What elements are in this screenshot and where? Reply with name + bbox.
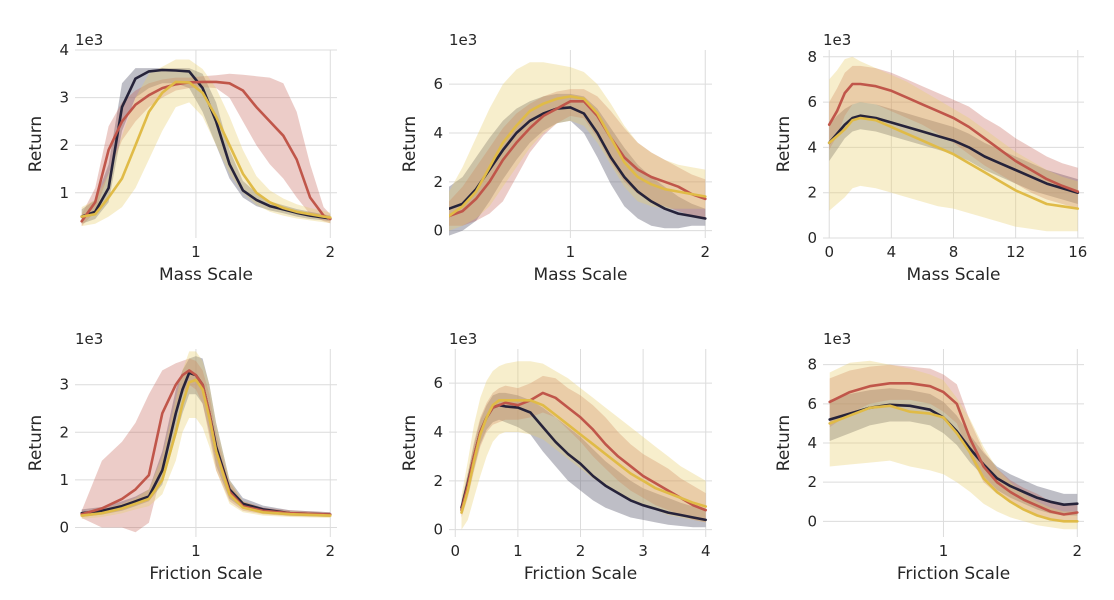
y-offset-label: 1e3 [823, 330, 851, 348]
x-axis-label: Mass Scale [907, 265, 1001, 285]
y-axis-label: Return [400, 116, 420, 172]
x-tick-label: 1 [191, 542, 201, 560]
y-offset-label: 1e3 [75, 31, 103, 49]
x-tick-label: 3 [638, 542, 648, 560]
y-tick-label: 4 [59, 41, 69, 59]
x-tick-label: 12 [1006, 243, 1025, 261]
y-axis-label: Return [774, 116, 794, 172]
confidence-band-series-3 [829, 56, 1078, 232]
x-tick-label: 1 [939, 542, 949, 560]
panel-4: 1 2 0 1 2 3 1e3 Friction Scale Return [26, 330, 337, 584]
y-tick-label: 2 [59, 423, 69, 441]
confidence-band-series-1 [461, 392, 706, 528]
x-tick-label: 8 [949, 243, 959, 261]
y-tick-label: 2 [59, 136, 69, 154]
confidence-band-series-1 [829, 388, 1078, 516]
x-tick-label: 4 [887, 243, 897, 261]
series-line-3 [828, 404, 1079, 523]
series-line-3 [449, 95, 707, 218]
confidence-band-series-2 [449, 89, 706, 226]
y-axis-label: Return [26, 415, 46, 471]
x-tick-label: 1 [566, 243, 576, 261]
y-tick-label: 0 [807, 512, 817, 530]
y-tick-label: 8 [807, 48, 817, 66]
y-tick-label: 0 [807, 229, 817, 247]
x-tick-label: 16 [1068, 243, 1087, 261]
x-axis-label: Mass Scale [534, 265, 628, 285]
confidence-band-series-2 [461, 375, 706, 523]
x-axis-label: Mass Scale [159, 265, 253, 285]
y-offset-label: 1e3 [823, 31, 851, 49]
y-tick-label: 8 [807, 356, 817, 374]
x-tick-label: 2 [576, 542, 586, 560]
y-tick-label: 4 [433, 124, 443, 142]
y-tick-label: 2 [807, 184, 817, 202]
x-tick-label: 2 [326, 243, 336, 261]
series-line-1 [827, 114, 1080, 194]
series-line-2 [80, 80, 332, 223]
y-tick-label: 4 [807, 138, 817, 156]
y-tick-label: 0 [433, 222, 443, 240]
x-axis-label: Friction Scale [149, 564, 262, 584]
y-tick-label: 4 [433, 423, 443, 441]
y-tick-label: 1 [59, 184, 69, 202]
confidence-band-series-3 [461, 361, 706, 530]
x-tick-label: 2 [700, 243, 710, 261]
y-tick-label: 3 [59, 89, 69, 107]
y-tick-label: 2 [807, 473, 817, 491]
series-line-3 [80, 378, 332, 517]
series-line-2 [449, 100, 707, 218]
confidence-band-series-1 [81, 356, 331, 517]
series-line-3 [827, 116, 1080, 210]
panel-3: 0 4 8 12 16 0 2 4 6 8 1e3 Mass Scale Return [774, 31, 1087, 285]
y-axis-label: Return [774, 415, 794, 471]
y-tick-label: 1 [59, 471, 69, 489]
series-line-1 [449, 106, 707, 220]
y-offset-label: 1e3 [75, 330, 103, 348]
y-axis-label: Return [400, 415, 420, 471]
y-tick-label: 6 [807, 93, 817, 111]
x-tick-label: 2 [1073, 542, 1083, 560]
confidence-band-series-3 [81, 351, 331, 519]
x-tick-label: 1 [191, 243, 201, 261]
series-line-2 [827, 82, 1080, 193]
series-line-2 [80, 369, 332, 516]
series-line-2 [828, 382, 1079, 516]
confidence-band-series-3 [81, 59, 331, 227]
y-axis-label: Return [26, 116, 46, 172]
panel-2: 1 2 0 2 4 6 1e3 Mass Scale Return [400, 31, 712, 285]
y-tick-label: 6 [433, 75, 443, 93]
y-tick-label: 0 [59, 518, 69, 536]
y-tick-label: 6 [807, 395, 817, 413]
y-offset-label: 1e3 [449, 330, 477, 348]
confidence-band-series-2 [829, 364, 1078, 522]
panel-1: 1 2 1 2 3 4 1e3 Mass Scale Return [26, 31, 337, 285]
x-axis-label: Friction Scale [897, 564, 1010, 584]
y-tick-label: 3 [59, 376, 69, 394]
confidence-band-series-2 [81, 358, 331, 533]
series-line-3 [80, 80, 332, 219]
x-tick-label: 2 [326, 542, 336, 560]
x-tick-label: 4 [701, 542, 711, 560]
x-tick-label: 0 [450, 542, 460, 560]
panel-6: 1 2 0 2 4 6 8 1e3 Friction Scale Return [774, 330, 1084, 584]
panel-5: 0 1 2 3 4 0 2 4 6 1e3 Friction Scale Return [400, 330, 712, 584]
series-line-3 [460, 399, 707, 514]
y-tick-label: 4 [807, 434, 817, 452]
y-tick-label: 2 [433, 472, 443, 490]
y-offset-label: 1e3 [449, 31, 477, 49]
confidence-band-series-3 [449, 62, 706, 231]
x-axis-label: Friction Scale [524, 564, 637, 584]
x-tick-label: 0 [824, 243, 834, 261]
confidence-band-series-2 [81, 73, 331, 227]
y-tick-label: 2 [433, 173, 443, 191]
confidence-band-series-2 [829, 65, 1078, 209]
y-tick-label: 0 [433, 521, 443, 539]
y-tick-label: 6 [433, 374, 443, 392]
x-tick-label: 1 [513, 542, 523, 560]
